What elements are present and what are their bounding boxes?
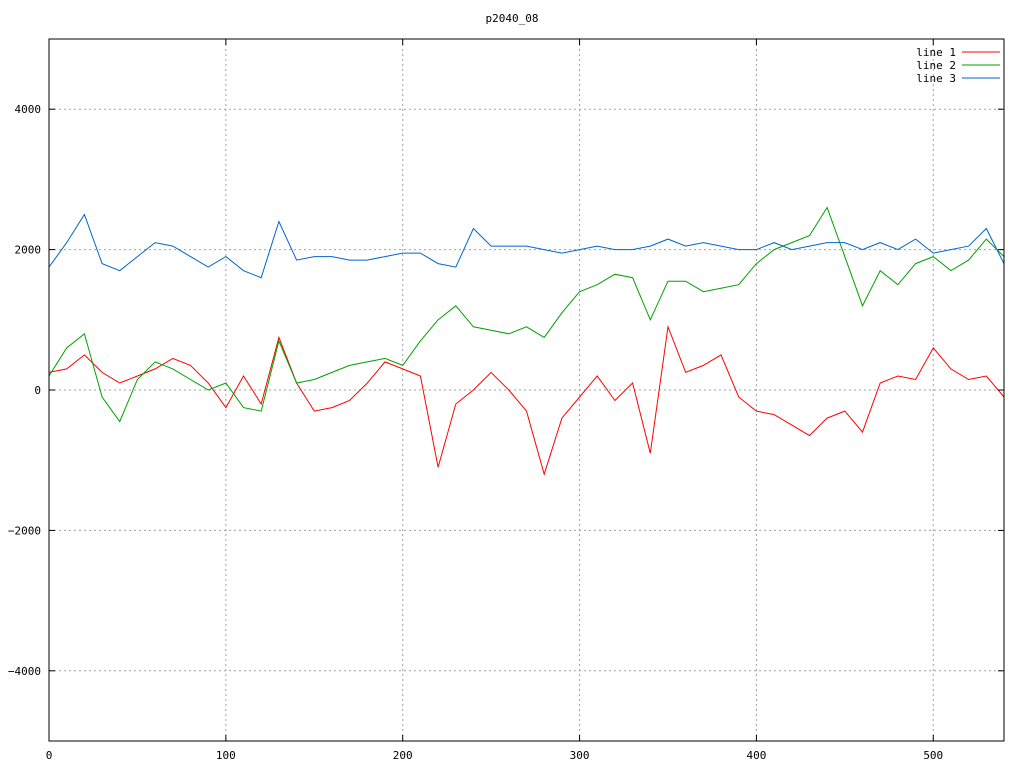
y-tick-label: 2000: [15, 244, 42, 257]
y-tick-label: −2000: [8, 524, 41, 537]
x-tick-label: 100: [216, 749, 236, 762]
series-group: [48, 206, 1005, 476]
y-tick-label: 4000: [15, 103, 42, 116]
y-tick-label: −4000: [8, 665, 41, 678]
legend-label: line 3: [916, 72, 956, 85]
grid: [49, 39, 1004, 741]
ticks: 0 100 200 300 400 500 −4000 −2000 0 2000 4000: [8, 39, 1004, 762]
y-tick-label: 0: [34, 384, 41, 397]
legend-label: line 1: [916, 46, 956, 59]
series-line-1: [48, 324, 1005, 476]
x-tick-label: 500: [923, 749, 943, 762]
series-line-2: [48, 206, 1005, 423]
x-tick-label: 0: [46, 749, 53, 762]
x-tick-label: 400: [746, 749, 766, 762]
legend-label: line 2: [916, 59, 956, 72]
chart-title: p2040_08: [486, 12, 539, 25]
x-tick-label: 200: [393, 749, 413, 762]
x-tick-label: 300: [570, 749, 590, 762]
series-line-3: [48, 213, 1005, 279]
